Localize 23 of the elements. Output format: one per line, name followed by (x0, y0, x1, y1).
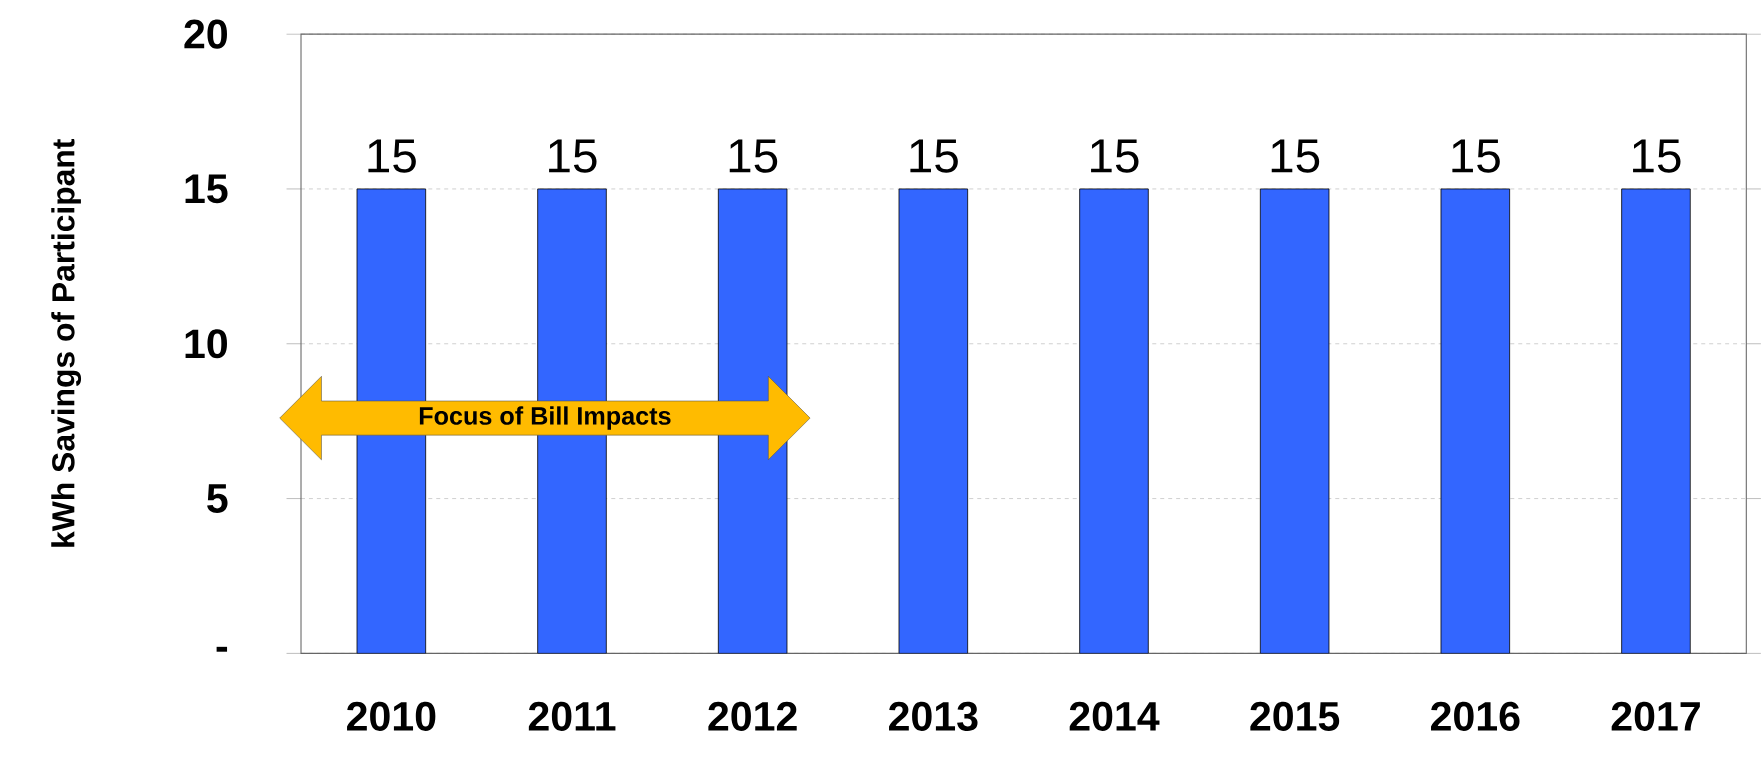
data-label: 15 (1452, 139, 1500, 173)
data-label: 15 (910, 139, 958, 173)
data-label: 15 (729, 139, 778, 173)
data-label: 15 (549, 139, 597, 173)
y-tick-label: 15 (185, 174, 228, 204)
x-tick-label: 2016 (1431, 701, 1520, 732)
y-tick-label: 10 (185, 329, 227, 359)
x-tick-label: 2017 (1611, 701, 1700, 732)
x-tick-label: 2010 (347, 701, 436, 732)
x-tick-label: 2012 (708, 701, 797, 732)
data-label: 15 (368, 139, 416, 173)
y-tick-label: 5 (207, 484, 228, 514)
annotation: Focus of Bill Impacts (419, 406, 671, 430)
data-label: 15 (1091, 139, 1139, 173)
y-tick-label: - (216, 646, 228, 652)
x-tick-label: 2015 (1250, 701, 1340, 732)
x-tick-label: 2014 (1069, 701, 1160, 732)
x-tick-label: 2011 (528, 701, 616, 732)
y-tick-label: 20 (184, 19, 227, 49)
x-tick-label: 2013 (889, 701, 978, 732)
data-label: 15 (1271, 139, 1320, 173)
y-axis-title: kWh Savings of Participant (51, 139, 82, 547)
data-label: 15 (1633, 139, 1681, 173)
